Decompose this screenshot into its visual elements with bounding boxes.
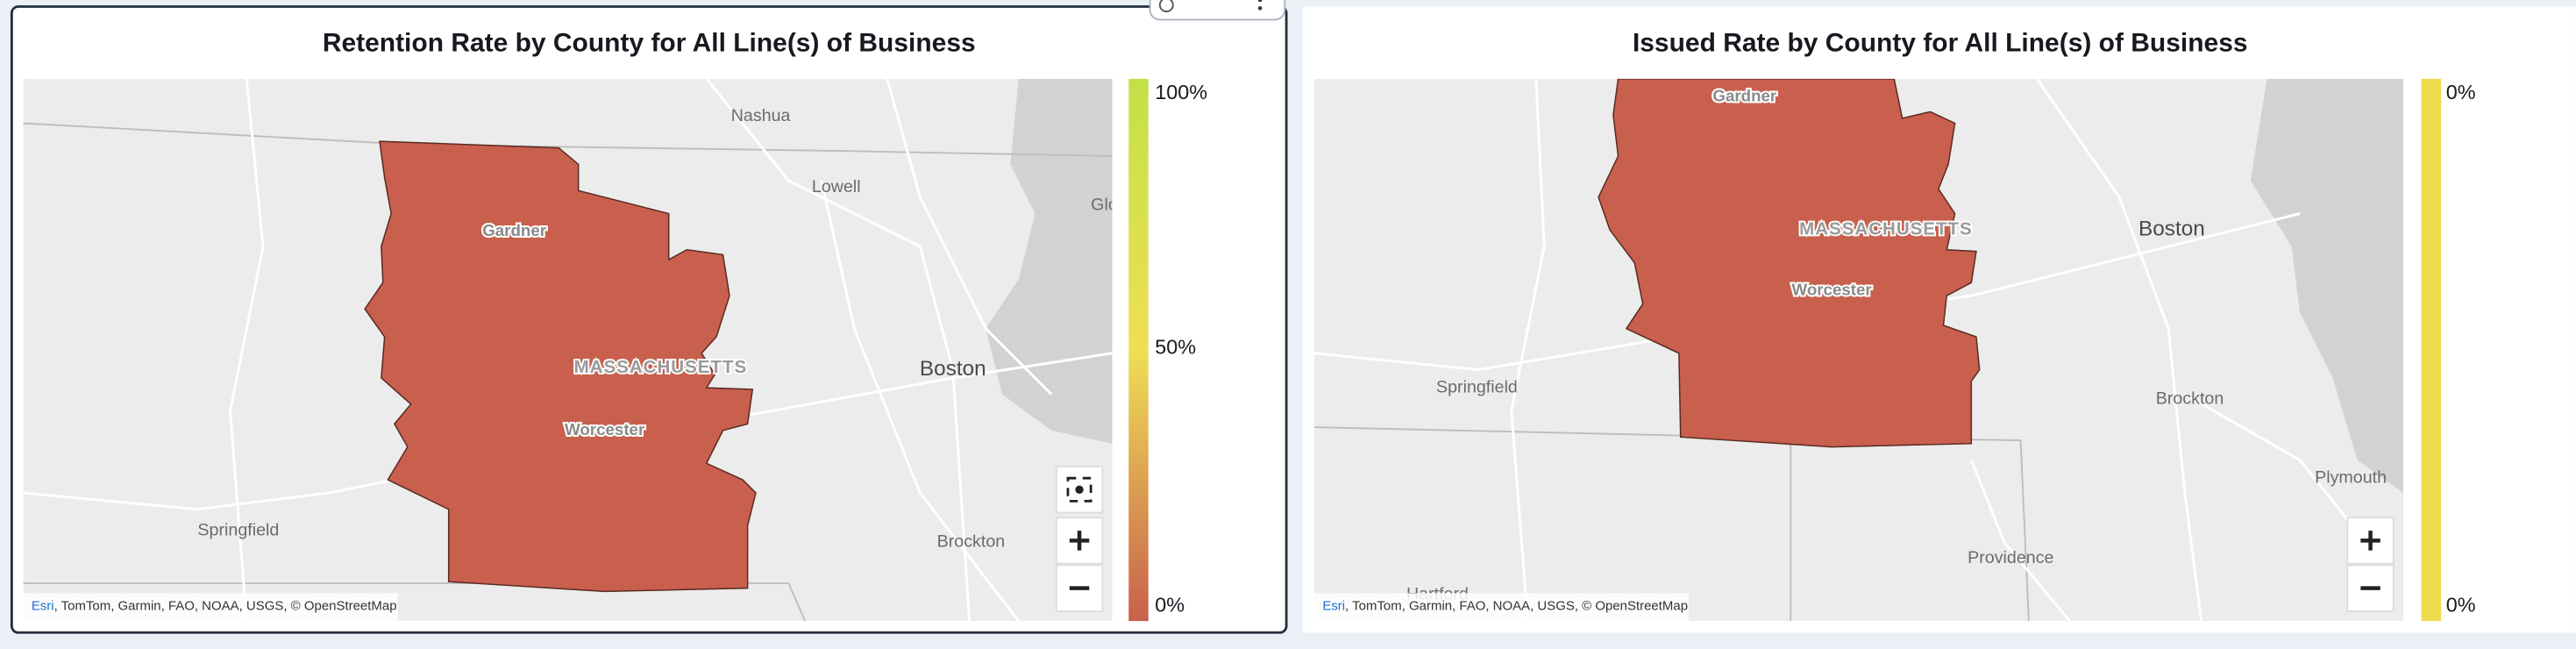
panel-title: Issued Rate by County for All Line(s) of… — [1633, 29, 2248, 58]
map-label: Springfield — [1436, 377, 1518, 396]
legend-gradient — [1128, 78, 1149, 622]
county-region[interactable] — [364, 140, 757, 593]
panel-toolbar[interactable] — [1149, 0, 1286, 21]
attribution-text: , TomTom, Garmin, FAO, NOAA, USGS, © Ope… — [54, 598, 397, 613]
map-label: Gardner — [482, 221, 546, 239]
map-label: Brockton — [2156, 389, 2224, 408]
toolbar-menu-dot — [1257, 6, 1263, 11]
zoom-in-button[interactable] — [1055, 517, 1104, 565]
map-label: Glo — [1091, 195, 1118, 214]
legend-label: 0% — [1155, 593, 1185, 616]
map-label: Boston — [920, 357, 986, 381]
road — [705, 78, 971, 622]
map-label: MASSACHUSETTS — [1799, 219, 1973, 239]
retention-panel: Retention Rate by County for All Line(s)… — [10, 0, 1288, 634]
button-icon — [1075, 485, 1084, 494]
map: Gardner MASSACHUSETTS Worcester Springfi… — [1313, 78, 2404, 622]
ocean — [986, 78, 1113, 444]
legend-label: 100% — [1155, 81, 1207, 103]
state-border — [23, 582, 807, 622]
map-label: Lowell — [812, 177, 861, 196]
attribution-text: , TomTom, Garmin, FAO, NOAA, USGS, © Ope… — [1345, 598, 1688, 613]
map-label: Worcester — [565, 420, 644, 439]
map-label: Springfield — [197, 520, 279, 539]
attribution-box — [1313, 593, 1690, 622]
road — [820, 180, 1020, 622]
road — [2036, 78, 2203, 622]
road — [2184, 393, 2367, 544]
map-label: Gardner — [1712, 86, 1776, 104]
attribution: Esri, TomTom, Garmin, FAO, NOAA, USGS, ©… — [32, 598, 397, 613]
toolbar-menu[interactable] — [1257, 0, 1263, 3]
map: Nashua Lowell Glo Boston Gardner MASSACH… — [23, 78, 1118, 622]
map-label: Boston — [2138, 218, 2205, 241]
map-label: Providence — [1968, 548, 2053, 567]
map-label: Plymouth — [2315, 467, 2387, 487]
button-icon — [2360, 531, 2380, 551]
recenter-button[interactable] — [1055, 466, 1104, 514]
legend-label: 50% — [1155, 335, 1196, 358]
legend-gradient — [2421, 78, 2442, 622]
button-icon — [1069, 531, 1090, 551]
issued-panel: Issued Rate by County for All Line(s) of… — [1302, 6, 2576, 633]
road — [1510, 78, 1546, 622]
button-icon — [1066, 476, 1092, 503]
panel-title: Retention Rate by County for All Line(s)… — [323, 29, 976, 58]
map-label: Brockton — [937, 531, 1006, 551]
legend-label: 0% — [2446, 81, 2476, 103]
county-region[interactable] — [1598, 78, 1981, 448]
attribution-link[interactable]: Esri — [32, 598, 54, 613]
zoom-in-button[interactable] — [2346, 517, 2395, 565]
state-border — [23, 122, 1113, 157]
attribution-box — [23, 593, 398, 622]
map-label: Worcester — [1791, 281, 1871, 299]
ocean — [2250, 78, 2404, 494]
attribution: Esri, TomTom, Garmin, FAO, NOAA, USGS, ©… — [1322, 598, 1688, 613]
zoom-out-button[interactable] — [1055, 564, 1104, 612]
attribution-link[interactable]: Esri — [1322, 598, 1345, 613]
road — [1969, 460, 2071, 622]
toolbar-icon[interactable] — [1158, 0, 1174, 13]
map-label: MASSACHUSETTS — [574, 357, 748, 377]
road — [886, 78, 1053, 396]
zoom-out-button[interactable] — [2346, 564, 2395, 612]
road — [229, 78, 265, 622]
legend-label: 0% — [2446, 593, 2476, 616]
map-label: Nashua — [731, 106, 791, 125]
